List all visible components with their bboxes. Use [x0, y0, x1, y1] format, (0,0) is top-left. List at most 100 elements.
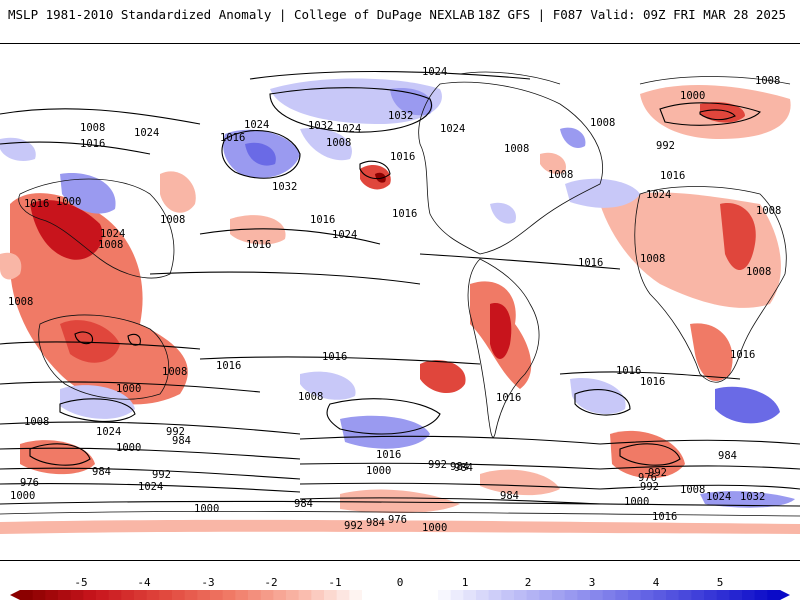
colorbar-cell: [184, 590, 198, 600]
colorbar-cell: [311, 590, 325, 600]
isobar-label: 984: [92, 466, 111, 478]
isobar-label: 1016: [730, 349, 755, 361]
isobar-label: 984: [718, 450, 737, 462]
isobar-label: 1024: [336, 123, 361, 135]
colorbar-cell: [222, 590, 236, 600]
isobar-label: 1016: [80, 138, 105, 150]
isobar-label: 1008: [98, 239, 123, 251]
colorbar-tick-label: -1: [328, 576, 342, 589]
colorbar-cell: [298, 590, 312, 600]
colorbar-tick-label: -4: [137, 576, 151, 589]
isobar-label: 1016: [246, 239, 271, 251]
isobar-label: 1032: [740, 491, 765, 503]
colorbar-cell: [400, 590, 414, 600]
colorbar-cell: [32, 590, 46, 600]
isobar-label: 1008: [504, 143, 529, 155]
colorbar-cell: [704, 590, 718, 600]
isobar-label: 984: [172, 435, 191, 447]
isobar-label: 1008: [8, 296, 33, 308]
map-title: MSLP 1981-2010 Standardized Anomaly | Co…: [8, 7, 475, 22]
colorbar-cell: [83, 590, 97, 600]
isobar-label: 992: [166, 426, 185, 438]
isobar-label: 992: [656, 140, 675, 152]
isobar-label: 992: [640, 481, 659, 493]
isobar-label: 984: [294, 498, 313, 510]
isobar-label: 1016: [310, 214, 335, 226]
isobar-label: 1000: [366, 465, 391, 477]
colorbar-cell: [463, 590, 477, 600]
colorbar-cell: [564, 590, 578, 600]
colorbar-cell: [590, 590, 604, 600]
isobar-label: 976: [20, 477, 39, 489]
colorbar-cell: [678, 590, 692, 600]
isobar-label: 1008: [548, 169, 573, 181]
isobar-label: 1024: [440, 123, 465, 135]
isobar-label: 1016: [24, 198, 49, 210]
isobar-label: 1032: [272, 181, 297, 193]
colorbar-cells: [20, 590, 781, 600]
isobar-label: 984: [500, 490, 519, 502]
colorbar-arrow-left: [10, 590, 20, 600]
colorbar-cell: [450, 590, 464, 600]
colorbar-cell: [577, 590, 591, 600]
isobar-label: 1016: [390, 151, 415, 163]
colorbar-cell: [172, 590, 186, 600]
colorbar-tick-label: 0: [396, 576, 404, 589]
isobar-label: 1000: [116, 442, 141, 454]
isobar-label: 984: [454, 462, 473, 474]
colorbar-cell: [691, 590, 705, 600]
isobar-label: 1000: [194, 503, 219, 515]
colorbar-arrow-right: [780, 590, 790, 600]
colorbar-cell: [324, 590, 338, 600]
isobar-label: 1024: [96, 426, 121, 438]
isobar-label: 1016: [216, 360, 241, 372]
colorbar-cell: [159, 590, 173, 600]
colorbar-tick-label: 1: [461, 576, 469, 589]
positive-anomaly-shading: [0, 78, 795, 508]
colorbar-cell: [615, 590, 629, 600]
isobar-label: 1024: [646, 189, 671, 201]
colorbar-cell: [476, 590, 490, 600]
isobar-label: 1008: [80, 122, 105, 134]
isobar-label: 1016: [496, 392, 521, 404]
isobar-label: 1008: [590, 117, 615, 129]
isobar-label: 1000: [116, 383, 141, 395]
colorbar-cell: [197, 590, 211, 600]
colorbar-cell: [121, 590, 135, 600]
colorbar-cell: [640, 590, 654, 600]
colorbar-cell: [653, 590, 667, 600]
isobar-label: 1016: [616, 365, 641, 377]
isobar-label: 1008: [24, 416, 49, 428]
isobar-contours: [0, 70, 800, 507]
colorbar-cell: [767, 590, 781, 600]
isobar-labels: 1024 1008 1008 1024 1016 1024 1032 1024 …: [8, 66, 781, 534]
isobar-label: 1024: [244, 119, 269, 131]
isobar-label: 1016: [376, 449, 401, 461]
colorbar-cell: [134, 590, 148, 600]
colorbar-cell: [552, 590, 566, 600]
colorbar-cell: [501, 590, 515, 600]
isobar-label: 1024: [100, 228, 125, 240]
colorbar-tick-label: 3: [588, 576, 596, 589]
model-run-info: 18Z GFS | F087 Valid: 09Z FRI MAR 28 202…: [477, 7, 786, 22]
isobar-label: 1016: [322, 351, 347, 363]
colorbar-cell: [488, 590, 502, 600]
isobar-label: 1016: [640, 376, 665, 388]
isobar-label: 984: [450, 461, 469, 473]
isobar-label: 1024: [422, 66, 447, 78]
isobar-label: 1008: [680, 484, 705, 496]
colorbar-cell: [286, 590, 300, 600]
isobar-label: 992: [152, 469, 171, 481]
negative-anomaly-shading: [0, 84, 800, 534]
colorbar-cell: [412, 590, 426, 600]
isobar-label: 1016: [578, 257, 603, 269]
colorbar-cell: [108, 590, 122, 600]
isobar-label: 1016: [660, 170, 685, 182]
colorbar-tick-label: -5: [74, 576, 88, 589]
colorbar-cell: [336, 590, 350, 600]
isobar-label: 1008: [756, 205, 781, 217]
colorbar-gradient: [10, 590, 790, 600]
isobar-label: 1008: [640, 253, 665, 265]
isobar-label: 992: [344, 520, 363, 532]
colorbar-tick-label: -2: [264, 576, 278, 589]
